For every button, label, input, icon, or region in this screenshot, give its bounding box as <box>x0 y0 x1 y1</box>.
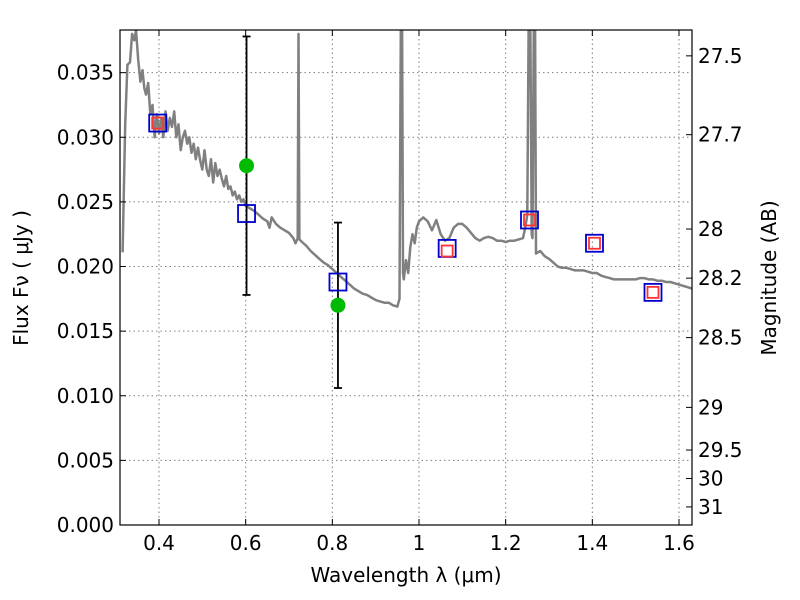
y2-tick-label: 28 <box>698 217 723 241</box>
plot-frame <box>119 29 693 526</box>
x-axis: 0.4 0.6 0.8 1 1.2 1.4 1.6 <box>143 30 695 555</box>
x-tick-label: 0.4 <box>143 531 175 555</box>
model-flux-square <box>520 210 539 230</box>
y-tick-label: 0.005 <box>57 448 114 472</box>
y-tick-label: 0.015 <box>57 319 114 343</box>
observed-flux-square <box>440 244 454 258</box>
y2-tick-label: 28.5 <box>698 326 743 350</box>
x-tick-label: 1 <box>413 531 426 555</box>
spectrum-line <box>121 30 692 308</box>
x-tick-label: 1.2 <box>490 531 522 555</box>
observed-flux-square <box>646 285 660 299</box>
model-flux-square <box>585 233 604 253</box>
y2-tick-label: 28.2 <box>698 266 743 290</box>
y2-tick-label: 27.7 <box>698 123 743 147</box>
y-axis-title: Flux Fν ( μJy ) <box>9 210 33 346</box>
y2-tick-label: 30 <box>698 466 723 490</box>
y2-axis: 27.5 27.7 28 28.2 28.5 29 29.5 30 31 <box>686 44 743 519</box>
y2-tick-label: 29 <box>698 395 723 419</box>
photometry-point <box>330 297 346 313</box>
y2-tick-label: 31 <box>698 495 723 519</box>
model-flux-square <box>237 204 256 223</box>
y2-axis-title: Magnitude (AB) <box>757 200 781 355</box>
x-tick-label: 1.4 <box>576 531 608 555</box>
y-axis: 0.000 0.005 0.010 0.015 0.020 0.025 0.030 0.035 <box>57 61 126 537</box>
y-tick-label: 0.030 <box>57 125 114 149</box>
model-flux-square <box>328 272 348 292</box>
y-tick-label: 0.025 <box>57 190 114 214</box>
observed-flux-square <box>151 116 165 130</box>
x-tick-label: 0.6 <box>230 531 262 555</box>
x-tick-label: 0.8 <box>316 531 348 555</box>
model-flux-square <box>148 113 168 133</box>
y2-tick-label: 29.5 <box>698 438 743 462</box>
model-flux-square <box>643 282 663 302</box>
y-tick-label: 0.010 <box>57 384 114 408</box>
y-tick-label: 0.020 <box>57 255 114 279</box>
plot-area <box>121 30 692 389</box>
x-axis-title: Wavelength λ (μm) <box>310 563 501 587</box>
observed-flux-square <box>588 236 601 250</box>
y-tick-label: 0.035 <box>57 61 114 85</box>
observed-flux-square <box>523 213 536 227</box>
x-tick-label: 1.6 <box>663 531 695 555</box>
photometry-point <box>239 158 255 174</box>
y2-tick-label: 27.5 <box>698 44 743 68</box>
y-tick-label: 0.000 <box>57 513 114 537</box>
